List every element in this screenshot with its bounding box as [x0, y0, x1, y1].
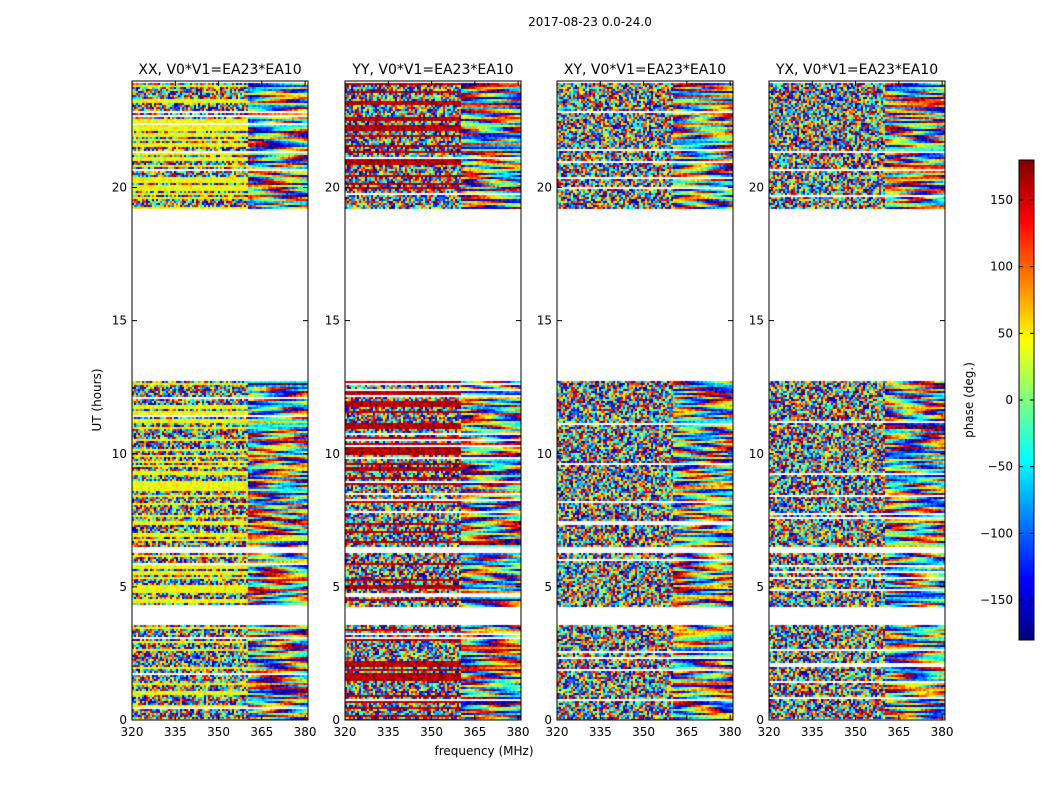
- y-tick-label: 15: [325, 314, 340, 328]
- colorbar-tick-label: −50: [988, 460, 1013, 474]
- figure-suptitle: 2017-08-23 0.0-24.0: [528, 15, 652, 29]
- y-tick-label: 10: [537, 447, 552, 461]
- panel-title: XY, V0*V1=EA23*EA10: [564, 62, 726, 78]
- x-tick-label: 335: [377, 725, 400, 739]
- colorbar-tick-label: 0: [1005, 393, 1013, 407]
- colorbar-tick-label: 100: [990, 260, 1013, 274]
- y-tick-label: 5: [756, 580, 764, 594]
- panel-frame: [131, 80, 309, 721]
- colorbar-label: phase (deg.): [962, 362, 976, 438]
- y-tick-label: 0: [119, 713, 127, 727]
- panel-title: YY, V0*V1=EA23*EA10: [351, 62, 513, 78]
- x-tick-label: 320: [758, 725, 781, 739]
- x-tick-label: 350: [207, 725, 230, 739]
- y-tick-label: 20: [749, 181, 764, 195]
- colorbar-tick-label: 50: [998, 326, 1013, 340]
- y-tick-label: 0: [332, 713, 340, 727]
- x-tick-label: 320: [546, 725, 569, 739]
- x-tick-label: 365: [463, 725, 486, 739]
- colorbar-tick-label: −150: [980, 593, 1013, 607]
- heatmap-xy: [557, 81, 733, 720]
- x-tick-label: 335: [164, 725, 187, 739]
- panel-xy: XY, V0*V1=EA23*EA10 320 335 350 365 380 0 5 10 15…: [537, 62, 742, 739]
- x-tick-label: 335: [801, 725, 824, 739]
- y-axis-label: UT (hours): [90, 368, 104, 431]
- heatmap-yy: [345, 81, 521, 720]
- x-tick-label: 350: [844, 725, 867, 739]
- panel-xx: XX, V0*V1=EA23*EA10 320 335 350 365 380 0 5 10 15…: [112, 62, 317, 739]
- y-tick-label: 10: [112, 447, 127, 461]
- panel-frame: [344, 80, 522, 721]
- y-tick-label: 5: [119, 580, 127, 594]
- panel-frame: [768, 80, 946, 721]
- panel-yy: YY, V0*V1=EA23*EA10 320 335 350 365 380 0 5 10 15…: [325, 62, 530, 739]
- x-axis-label: frequency (MHz): [434, 744, 533, 758]
- heatmap-canvas-xy: [557, 81, 733, 720]
- y-tick-label: 15: [749, 314, 764, 328]
- colorbar-tick-label: −100: [980, 526, 1013, 540]
- heatmap-xx: [132, 81, 308, 720]
- y-tick-label: 10: [325, 447, 340, 461]
- colorbar-tick-label: 150: [990, 193, 1013, 207]
- heatmap-canvas-yy: [345, 81, 521, 720]
- x-tick-label: 380: [719, 725, 742, 739]
- heatmap-canvas-xx: [132, 81, 308, 720]
- x-tick-label: 350: [420, 725, 443, 739]
- panel-frame: [556, 80, 734, 721]
- y-tick-label: 20: [537, 181, 552, 195]
- x-tick-label: 365: [250, 725, 273, 739]
- y-tick-label: 5: [544, 580, 552, 594]
- x-tick-label: 320: [334, 725, 357, 739]
- y-tick-label: 20: [325, 181, 340, 195]
- y-tick-label: 5: [332, 580, 340, 594]
- y-tick-label: 0: [756, 713, 764, 727]
- y-tick-label: 20: [112, 181, 127, 195]
- x-tick-label: 320: [121, 725, 144, 739]
- y-tick-label: 0: [544, 713, 552, 727]
- panel-title: XX, V0*V1=EA23*EA10: [138, 62, 301, 78]
- y-tick-label: 10: [749, 447, 764, 461]
- heatmap-yx: [769, 81, 945, 720]
- x-tick-label: 380: [294, 725, 317, 739]
- heatmap-canvas-yx: [769, 81, 945, 720]
- panel-title: YX, V0*V1=EA23*EA10: [775, 62, 938, 78]
- y-tick-label: 15: [112, 314, 127, 328]
- x-tick-label: 365: [887, 725, 910, 739]
- x-tick-label: 350: [632, 725, 655, 739]
- panels-group: XX, V0*V1=EA23*EA10 320 335 350 365 380 0 5 10 15…: [112, 62, 954, 739]
- x-tick-label: 380: [931, 725, 954, 739]
- x-tick-label: 335: [589, 725, 612, 739]
- colorbar: 150 100 50 0 −50 −100 −150: [980, 159, 1035, 641]
- x-tick-label: 380: [507, 725, 530, 739]
- x-tick-label: 365: [675, 725, 698, 739]
- panel-yx: YX, V0*V1=EA23*EA10 320 335 350 365 380 0 5 10 15…: [749, 62, 954, 739]
- y-tick-label: 15: [537, 314, 552, 328]
